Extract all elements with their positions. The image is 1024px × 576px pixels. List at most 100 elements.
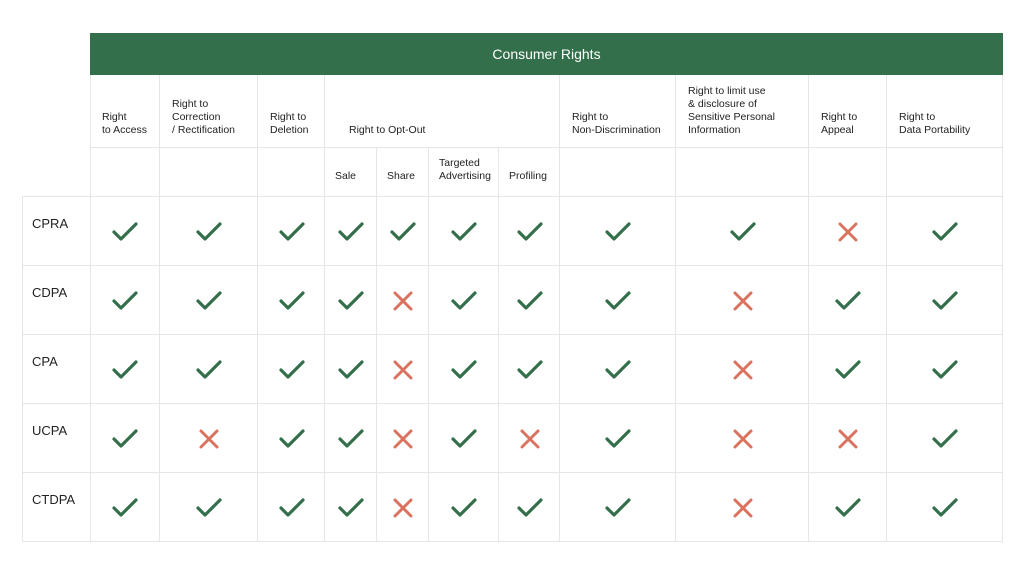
law-name: CPRA xyxy=(32,216,69,231)
checkmark-icon xyxy=(429,473,499,542)
law-name: CDPA xyxy=(32,285,68,300)
cross-icon xyxy=(377,473,429,542)
checkmark-icon xyxy=(90,473,160,542)
checkmark-icon xyxy=(258,404,325,473)
subcolumn-header-label: Targeted Advertising xyxy=(439,157,491,182)
checkmark-icon xyxy=(258,335,325,404)
subcolumn-header: Targeted Advertising xyxy=(429,147,499,197)
checkmark-icon xyxy=(809,335,887,404)
checkmark-icon xyxy=(325,473,377,542)
cross-icon xyxy=(676,335,809,404)
checkmark-icon xyxy=(499,473,560,542)
checkmark-icon xyxy=(560,197,676,266)
grid-line xyxy=(90,147,1003,148)
checkmark-icon xyxy=(325,335,377,404)
subcolumn-header-label: Sale xyxy=(335,170,357,182)
column-header: Right to Correction / Rectification xyxy=(160,75,258,147)
column-header-label: Right to Opt-Out xyxy=(349,124,426,136)
row-label: UCPA xyxy=(22,404,90,473)
checkmark-icon xyxy=(325,404,377,473)
grid-line xyxy=(22,334,1003,335)
table-title-banner: Consumer Rights xyxy=(90,33,1003,75)
checkmark-icon xyxy=(90,197,160,266)
subcolumn-header-label: Share xyxy=(387,170,416,182)
checkmark-icon xyxy=(160,197,258,266)
checkmark-icon xyxy=(499,266,560,335)
law-name: CTDPA xyxy=(32,492,76,507)
cross-icon xyxy=(377,335,429,404)
grid-line xyxy=(559,75,560,542)
column-header-label: Right to Deletion xyxy=(270,111,309,136)
column-header-label: Right to Appeal xyxy=(821,111,858,136)
grid-line xyxy=(428,147,429,542)
cross-icon xyxy=(676,404,809,473)
column-header-label: Right to limit use & disclosure of Sensi… xyxy=(688,85,775,136)
column-header: Right to Data Portability xyxy=(887,75,1003,147)
checkmark-icon xyxy=(809,266,887,335)
column-header: Right to Opt-Out xyxy=(325,75,560,147)
table-title: Consumer Rights xyxy=(492,46,601,62)
grid-line xyxy=(22,472,1003,473)
subcolumn-header: Profiling xyxy=(499,147,560,197)
cross-icon xyxy=(499,404,560,473)
row-label: CPRA xyxy=(22,197,90,266)
grid-line xyxy=(498,147,499,542)
column-header-label: Right to Access xyxy=(102,111,147,136)
cross-icon xyxy=(377,266,429,335)
checkmark-icon xyxy=(90,266,160,335)
cross-icon xyxy=(676,266,809,335)
cross-icon xyxy=(809,197,887,266)
column-header-label: Right to Non-Discrimination xyxy=(572,111,661,136)
row-label: CPA xyxy=(22,335,90,404)
grid-line xyxy=(159,75,160,542)
checkmark-icon xyxy=(160,473,258,542)
checkmark-icon xyxy=(887,197,1003,266)
checkmark-icon xyxy=(560,335,676,404)
cross-icon xyxy=(160,404,258,473)
checkmark-icon xyxy=(887,473,1003,542)
checkmark-icon xyxy=(560,266,676,335)
checkmark-icon xyxy=(160,335,258,404)
row-label: CTDPA xyxy=(22,473,90,542)
checkmark-icon xyxy=(499,197,560,266)
grid-line xyxy=(324,75,325,542)
grid-line xyxy=(257,75,258,542)
grid-line xyxy=(886,75,887,542)
column-header: Right to Access xyxy=(90,75,160,147)
checkmark-icon xyxy=(429,197,499,266)
law-name: CPA xyxy=(32,354,58,369)
law-name: UCPA xyxy=(32,423,68,438)
grid-line xyxy=(22,403,1003,404)
grid-line xyxy=(22,197,23,542)
checkmark-icon xyxy=(258,266,325,335)
column-header: Right to Deletion xyxy=(258,75,325,147)
checkmark-icon xyxy=(676,197,809,266)
grid-line xyxy=(376,147,377,542)
checkmark-icon xyxy=(90,335,160,404)
checkmark-icon xyxy=(887,335,1003,404)
cross-icon xyxy=(676,473,809,542)
checkmark-icon xyxy=(429,266,499,335)
column-header-label: Right to Correction / Rectification xyxy=(172,98,236,136)
checkmark-icon xyxy=(499,335,560,404)
subcolumn-header: Sale xyxy=(325,147,377,197)
checkmark-icon xyxy=(887,266,1003,335)
checkmark-icon xyxy=(258,473,325,542)
checkmark-icon xyxy=(429,335,499,404)
subcolumn-header-label: Profiling xyxy=(509,170,547,182)
column-header: Right to limit use & disclosure of Sensi… xyxy=(676,75,809,147)
checkmark-icon xyxy=(160,266,258,335)
checkmark-icon xyxy=(429,404,499,473)
checkmark-icon xyxy=(325,266,377,335)
checkmark-icon xyxy=(887,404,1003,473)
grid-line xyxy=(1002,75,1003,542)
checkmark-icon xyxy=(325,197,377,266)
column-header-label: Right to Data Portability xyxy=(899,111,971,136)
checkmark-icon xyxy=(258,197,325,266)
grid-line xyxy=(22,265,1003,266)
grid-line xyxy=(808,75,809,542)
checkmark-icon xyxy=(809,473,887,542)
cross-icon xyxy=(809,404,887,473)
checkmark-icon xyxy=(377,197,429,266)
grid-line xyxy=(22,541,1003,542)
